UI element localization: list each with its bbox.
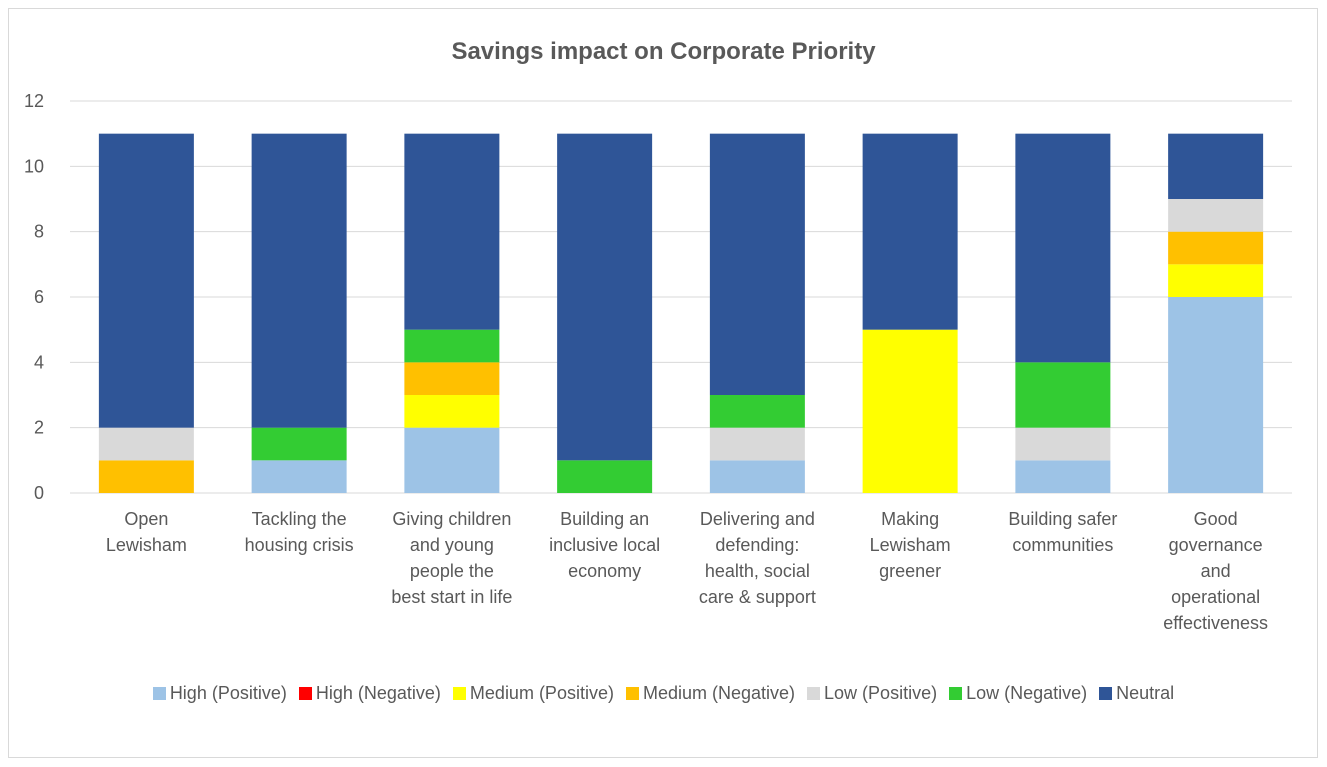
y-tick-label: 8 bbox=[34, 222, 44, 242]
legend-item: Low (Positive) bbox=[807, 683, 937, 704]
bar-segment bbox=[1168, 199, 1264, 232]
legend-swatch bbox=[807, 687, 821, 700]
x-category-label: health, social bbox=[705, 561, 810, 581]
bar-segment bbox=[1015, 133, 1111, 363]
bar-segment bbox=[1168, 297, 1264, 493]
bar-segment bbox=[1168, 231, 1264, 265]
legend-label: High (Negative) bbox=[315, 683, 441, 703]
chart-title: Savings impact on Corporate Priority bbox=[451, 38, 876, 65]
x-category-label: people the bbox=[410, 561, 494, 581]
legend-swatch bbox=[452, 687, 466, 700]
y-tick-label: 6 bbox=[34, 287, 44, 307]
legend-swatch bbox=[949, 687, 963, 700]
legend-item: Medium (Negative) bbox=[625, 683, 796, 704]
x-category-label: Lewisham bbox=[106, 535, 187, 555]
legend-label: High (Positive) bbox=[169, 683, 287, 703]
x-category-label: Good bbox=[1194, 509, 1238, 529]
x-category-label: governance bbox=[1169, 535, 1263, 555]
bar-segment bbox=[98, 133, 194, 428]
x-category-label: housing crisis bbox=[245, 535, 354, 555]
x-category-label: Giving children bbox=[392, 509, 511, 529]
x-category-label: care & support bbox=[699, 587, 816, 607]
bar-segment bbox=[557, 460, 653, 493]
x-category-label: effectiveness bbox=[1163, 613, 1268, 633]
bar-segment bbox=[404, 329, 500, 363]
bar-segment bbox=[98, 460, 194, 493]
bar-segment bbox=[709, 460, 805, 493]
legend-swatch bbox=[152, 687, 166, 700]
bar-segment bbox=[1168, 264, 1264, 297]
x-category-label: communities bbox=[1012, 535, 1113, 555]
legend-swatch bbox=[1099, 687, 1113, 700]
legend-item: Medium (Positive) bbox=[452, 683, 614, 704]
legend-item: High (Positive) bbox=[152, 683, 287, 704]
x-category-label: Open bbox=[124, 509, 168, 529]
chart-legend: High (Positive) High (Negative) Medium (Po… bbox=[0, 683, 1327, 704]
bar-segment bbox=[709, 133, 805, 395]
bar-segment bbox=[404, 362, 500, 395]
legend-item: Neutral bbox=[1099, 683, 1174, 704]
bar-segment bbox=[862, 329, 958, 493]
legend-label: Medium (Negative) bbox=[642, 683, 796, 703]
x-category-label: operational bbox=[1171, 587, 1260, 607]
bar-segment bbox=[1168, 133, 1264, 199]
x-category-label: inclusive local bbox=[549, 535, 660, 555]
y-tick-label: 2 bbox=[34, 418, 44, 438]
legend-swatch bbox=[298, 687, 312, 700]
x-category-label: and bbox=[1201, 561, 1231, 581]
x-category-label: Building an bbox=[560, 509, 649, 529]
y-tick-label: 12 bbox=[24, 91, 44, 111]
x-category-label: Lewisham bbox=[870, 535, 951, 555]
bar-segment bbox=[98, 427, 194, 461]
x-category-label: best start in life bbox=[391, 587, 512, 607]
legend-item: Low (Negative) bbox=[949, 683, 1087, 704]
legend-label: Low (Negative) bbox=[966, 683, 1088, 703]
x-category-label: Tackling the bbox=[252, 509, 347, 529]
x-category-label: greener bbox=[879, 561, 941, 581]
x-category-label: Making bbox=[881, 509, 939, 529]
x-category-label: economy bbox=[568, 561, 641, 581]
legend-item: High (Negative) bbox=[298, 683, 441, 704]
bar-segment bbox=[709, 427, 805, 461]
y-tick-label: 0 bbox=[34, 483, 44, 503]
x-category-label: and young bbox=[410, 535, 494, 555]
x-category-label: Delivering and bbox=[700, 509, 815, 529]
y-tick-label: 10 bbox=[24, 156, 44, 176]
bar-segment bbox=[557, 133, 653, 461]
bar-segment bbox=[1015, 460, 1111, 493]
bar-segment bbox=[862, 133, 958, 330]
bar-segment bbox=[251, 133, 347, 428]
bar-segment bbox=[251, 427, 347, 461]
bar-segment bbox=[404, 133, 500, 330]
bar-segment bbox=[404, 395, 500, 428]
x-category-label: Building safer bbox=[1008, 509, 1117, 529]
bar-segment bbox=[1015, 362, 1111, 428]
legend-label: Low (Positive) bbox=[824, 683, 938, 703]
bar-segment bbox=[404, 427, 500, 493]
bar-segment bbox=[1015, 427, 1111, 461]
bar-segment bbox=[709, 395, 805, 428]
bar-segment bbox=[251, 460, 347, 493]
legend-label: Medium (Positive) bbox=[469, 683, 614, 703]
x-category-label: defending: bbox=[715, 535, 799, 555]
y-tick-label: 4 bbox=[34, 352, 44, 372]
legend-label: Neutral bbox=[1116, 683, 1175, 703]
legend-swatch bbox=[625, 687, 639, 700]
